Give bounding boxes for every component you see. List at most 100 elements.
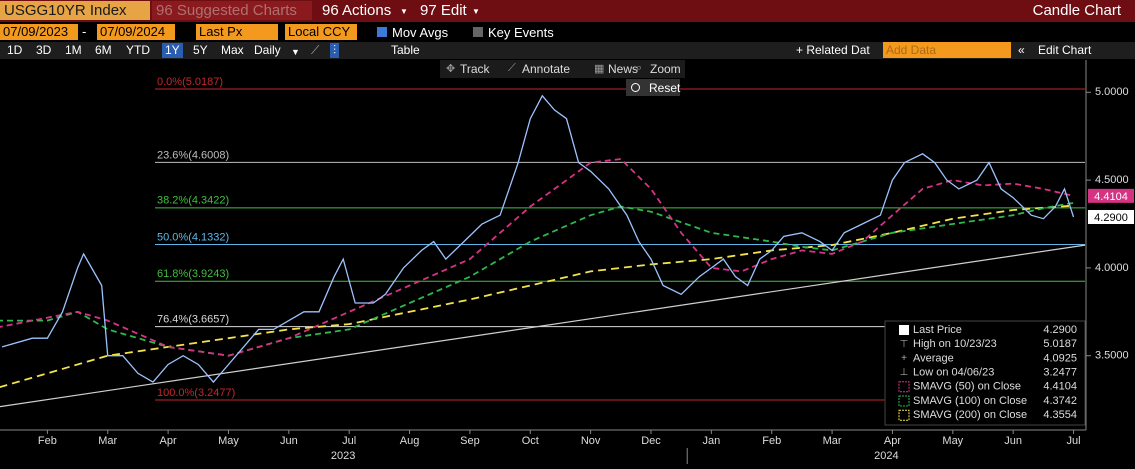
period-button[interactable]: 1M [65,43,82,57]
frequency[interactable]: Daily [254,43,281,57]
period-button[interactable]: 5Y [193,43,208,57]
key-events[interactable]: Key Events [488,25,554,40]
suggested-charts[interactable]: 96 Suggested Charts [152,1,312,20]
x-tick-label: Jun [1004,435,1022,447]
end-date[interactable]: 07/09/2024 [97,24,175,40]
legend-icon: ⊤ [900,339,909,350]
x-tick-label: Jul [1067,435,1081,447]
y-tick-label: 4.5000 [1095,174,1129,186]
period-button[interactable]: 1Y [162,43,183,58]
header-bar: USGG10YR Index 96 Suggested Charts 96 Ac… [0,0,1135,22]
legend-value: 4.4104 [1043,381,1077,393]
series-line [0,204,1074,388]
x-tick-label: Mar [98,435,117,447]
period-bar: Daily ▼ ⟋ ⫶ Table + Related Dat Add Data… [0,42,1135,59]
checkbox[interactable] [473,27,483,37]
field-select[interactable]: Last Px [196,24,278,40]
x-tick-label: Feb [762,435,781,447]
legend-swatch [899,325,909,335]
series-line [0,158,1074,357]
legend-label: Low on 04/06/23 [913,367,994,379]
fib-label: 76.4%(3.6657) [157,314,229,326]
tool-button[interactable]: News [608,62,639,76]
y-tick-label: 3.5000 [1095,350,1129,362]
collapse-button[interactable]: « [1018,43,1025,57]
dropdown-arrow: ▼ [472,7,480,16]
edit-chart[interactable]: Edit Chart [1038,43,1092,57]
legend-value: 4.0925 [1043,352,1077,364]
x-tick-label: Apr [884,435,901,447]
x-tick-label: Oct [522,435,539,447]
reset-button[interactable]: Reset [626,79,680,96]
series-line [1,94,1075,384]
add-data-input[interactable]: Add Data [883,42,1011,58]
separator: - [82,24,87,39]
tool-button[interactable]: Annotate [522,62,571,76]
fib-label: 23.6%(4.6008) [157,149,229,161]
bar-icon[interactable]: ⫶ [330,43,340,58]
x-tick-label: Mar [823,435,842,447]
price-tag-label: 4.2900 [1094,212,1128,224]
legend-swatch [898,381,910,393]
legend-value: 4.3554 [1043,409,1077,421]
dropdown-arrow: ▼ [291,47,300,57]
legend-value: 5.0187 [1043,338,1077,350]
x-tick-label: May [942,435,963,447]
tool-icon: ⟋ [508,62,516,74]
fib-label: 61.8%(3.9243) [157,268,229,280]
legend-label: High on 10/23/23 [913,338,997,350]
start-date[interactable]: 07/09/2023 [0,24,78,40]
ticker[interactable]: USGG10YR Index [0,1,150,20]
period-button[interactable]: 1D [7,43,23,57]
legend-label: SMAVG (100) on Close [913,395,1027,407]
tool-icon: ▦ [594,63,605,75]
x-tick-label: Feb [38,435,57,447]
tool-icon: ⌕ [636,62,643,74]
actions-menu[interactable]: 96 Actions [322,2,392,19]
currency-select[interactable]: Local CCY [285,24,357,40]
dropdown-arrow: ▼ [400,7,408,16]
period-button[interactable]: 6M [95,43,112,57]
legend-label: Average [913,352,954,364]
reset-icon [631,83,640,92]
year-label: 2023 [331,450,355,462]
period-button[interactable]: Max [221,43,244,57]
x-tick-label: Sep [460,435,480,447]
period-button[interactable]: 3D [36,43,52,57]
price-tag [1088,209,1134,224]
edit-menu[interactable]: 97 Edit [420,2,467,19]
line-icon[interactable]: ⟋ [311,43,320,57]
x-tick-label: Jul [342,435,356,447]
legend-value: 4.2900 [1043,324,1077,336]
related-data[interactable]: + Related Dat [796,43,870,57]
chart-type: Candle Chart [1032,2,1121,19]
mov-avgs[interactable]: Mov Avgs [392,25,449,40]
legend-value: 3.2477 [1043,367,1077,379]
x-tick-label: Dec [641,435,661,447]
legend-label: Last Price [913,324,962,336]
legend-value: 4.3742 [1043,395,1077,407]
series-line [0,202,1074,357]
x-tick-label: Aug [400,435,420,447]
legend-icon: + [901,353,907,364]
tool-icon: ✥ [446,63,456,75]
fib-label: 100.0%(3.2477) [157,387,235,399]
trend-line [0,244,1086,408]
price-tag-label: 4.4104 [1094,191,1128,203]
tool-button[interactable]: Track [460,62,490,76]
tool-button[interactable]: Zoom [650,62,681,76]
x-tick-label: Nov [581,435,601,447]
input-bar: 07/09/2023 - 07/09/2024 Last Px Local CC… [0,23,1135,42]
legend-icon: ⊥ [900,367,909,378]
legend-box [884,320,1086,426]
legend-label: SMAVG (50) on Close [913,381,1021,393]
table-button[interactable]: Table [391,43,420,57]
y-tick-label: 4.0000 [1095,262,1129,274]
legend-swatch [898,395,910,407]
x-tick-label: Jun [280,435,298,447]
period-button[interactable]: YTD [126,43,150,57]
reset-label[interactable]: Reset [649,81,681,95]
checkbox-checked[interactable] [377,27,387,37]
